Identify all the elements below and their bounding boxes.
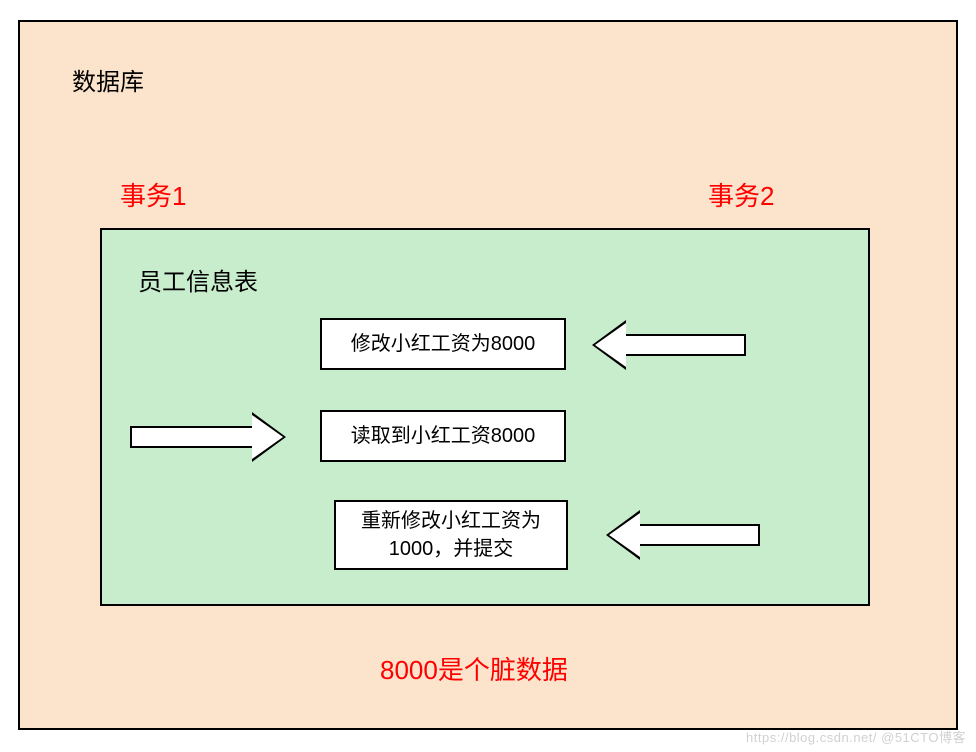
watermark: https://blog.csdn.net/ @51CTO博客 (746, 727, 966, 746)
arrow-tx2-step3 (606, 510, 762, 560)
arrow-tx1-step2 (130, 412, 286, 462)
database-title: 数据库 (72, 62, 144, 97)
step3: 重新修改小红工资为1000，并提交 (334, 500, 568, 570)
diagram-canvas: 数据库 事务1 事务2 员工信息表 8000是个脏数据 https://blog… (0, 0, 976, 752)
arrow-tx2-step1 (592, 320, 748, 370)
footer-note: 8000是个脏数据 (380, 650, 568, 687)
step2: 读取到小红工资8000 (320, 410, 566, 462)
step1: 修改小红工资为8000 (320, 318, 566, 370)
tx2-label: 事务2 (708, 176, 774, 213)
tx1-label: 事务1 (120, 176, 186, 213)
employee-table-title: 员工信息表 (138, 262, 258, 297)
